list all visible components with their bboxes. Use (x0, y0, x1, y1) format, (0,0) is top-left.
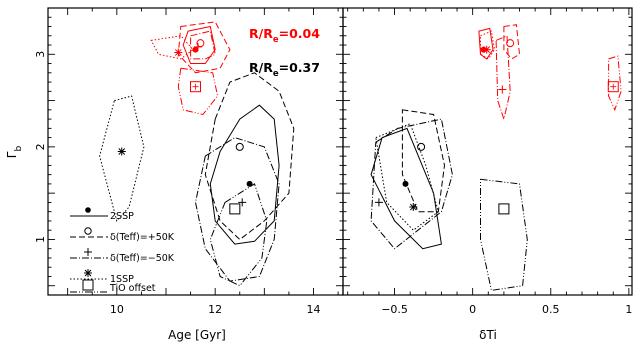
y-axis-title-sub: b (14, 146, 24, 152)
x-tick-label: 12 (208, 303, 222, 316)
x-tick-label: 14 (307, 303, 321, 316)
marker-asterisk-inner (174, 48, 183, 57)
marker-filled-circle-outer (246, 180, 253, 187)
marker-open-circle-outer (417, 142, 426, 151)
legend-entry-1ssp: 1SSP (70, 269, 134, 285)
annotation-inner-main: R/R (249, 26, 273, 41)
marker-open-circle-outer (235, 142, 244, 151)
legend-label-2ssp: 2SSP (110, 211, 134, 222)
right-ticks: −0.5 0 0.5 1 (343, 7, 632, 316)
legend-marker-filled-circle (85, 207, 91, 213)
contour-asterisk-outer (99, 95, 145, 222)
marker-plus-outer (374, 198, 383, 207)
left-x-axis-title: Age [Gyr] (168, 328, 226, 342)
marker-open-square-outer (229, 203, 241, 215)
annotation-inner-tail: =0.04 (279, 26, 321, 41)
contour-open-circle-inner (503, 24, 521, 60)
contour-open-square-outer (480, 178, 528, 291)
marker-filled-circle-inner (192, 46, 199, 53)
annotation-inner-sub: e (273, 35, 279, 45)
x-tick-label: 0 (469, 303, 476, 316)
marker-open-circle-inner (506, 39, 515, 48)
y-axis-title-main: Γ (5, 151, 19, 158)
contour-open-square-outer (209, 183, 268, 287)
legend-label-tio: TiO offset (109, 283, 156, 294)
annotation-outer-sub: e (273, 69, 279, 79)
legend-marker-plus (84, 248, 92, 256)
annotation-outer-main: R/R (249, 60, 273, 75)
legend-entry-2ssp: 2SSP (70, 207, 134, 222)
left-markers (117, 39, 253, 215)
annotation-outer-tail: =0.37 (279, 60, 320, 75)
contour-filled-circle-inner (182, 25, 216, 64)
contour-open-square-inner (177, 67, 219, 116)
right-x-axis-title: δTi (479, 328, 497, 342)
marker-asterisk-inner (482, 45, 491, 54)
legend-marker-open-circle (84, 227, 92, 235)
y-tick-label: 1 (34, 236, 47, 243)
x-tick-label: 1 (625, 303, 632, 316)
legend-label-teff-plus: δ(Teff)=+50K (110, 232, 175, 243)
marker-plus-outer (238, 198, 247, 207)
legend-marker-open-square (82, 279, 94, 291)
marker-open-square-inner (190, 81, 201, 93)
contour-filled-circle-inner (478, 27, 494, 60)
contour-open-circle-outer (204, 72, 295, 241)
y-tick-label: 2 (34, 143, 47, 150)
legend-entry-tio: TiO offset (70, 279, 156, 294)
marker-open-square-inner-cross (192, 83, 199, 90)
marker-open-square-outer (498, 203, 510, 215)
contour-plus-inner (495, 35, 511, 121)
annotation-inner-radius: R/Re=0.04 (249, 26, 320, 45)
x-tick-label: 10 (110, 303, 124, 316)
y-tick-label: 3 (34, 51, 47, 58)
legend-label-teff-minus: δ(Teff)=−50K (110, 253, 175, 264)
marker-asterisk-outer (409, 203, 418, 212)
marker-plus-inner (498, 85, 507, 94)
contour-plus-outer (194, 137, 280, 282)
marker-plus-inner (193, 42, 202, 51)
legend-label-1ssp: 1SSP (110, 274, 134, 285)
contour-open-circle-outer (401, 109, 446, 213)
marker-open-square-inner (607, 81, 619, 93)
contour-open-circle-inner (177, 21, 231, 74)
legend-entry-teff-plus: δ(Teff)=+50K (70, 227, 175, 243)
right-contours (370, 24, 622, 291)
contour-filled-circle-outer (209, 104, 280, 245)
contour-filled-circle-outer (370, 127, 442, 250)
annotation-outer-radius: R/Re=0.37 (249, 60, 320, 79)
contour-asterisk-inner (150, 35, 194, 60)
contour-asterisk-outer (375, 123, 439, 231)
marker-filled-circle-outer (402, 180, 409, 187)
legend: 2SSP δ(Teff)=+50K δ(Teff)=−50K 1SSP TiO … (70, 207, 175, 294)
marker-asterisk-outer (117, 147, 126, 156)
x-tick-label: 0.5 (542, 303, 560, 316)
y-axis-title: Γb (5, 146, 24, 159)
contour-asterisk-inner (480, 30, 496, 60)
legend-marker-asterisk (84, 269, 92, 277)
right-panel: −0.5 0 0.5 1 (342, 7, 633, 316)
marker-open-square-inner-cross (610, 83, 617, 90)
contour-open-square-inner (608, 55, 622, 112)
legend-entry-teff-minus: δ(Teff)=−50K (70, 248, 175, 264)
right-plot-frame (342, 7, 633, 296)
x-tick-label: −0.5 (381, 303, 408, 316)
contour-plus-outer (370, 118, 453, 250)
contour-plus-inner (190, 30, 216, 60)
right-markers (374, 39, 619, 215)
